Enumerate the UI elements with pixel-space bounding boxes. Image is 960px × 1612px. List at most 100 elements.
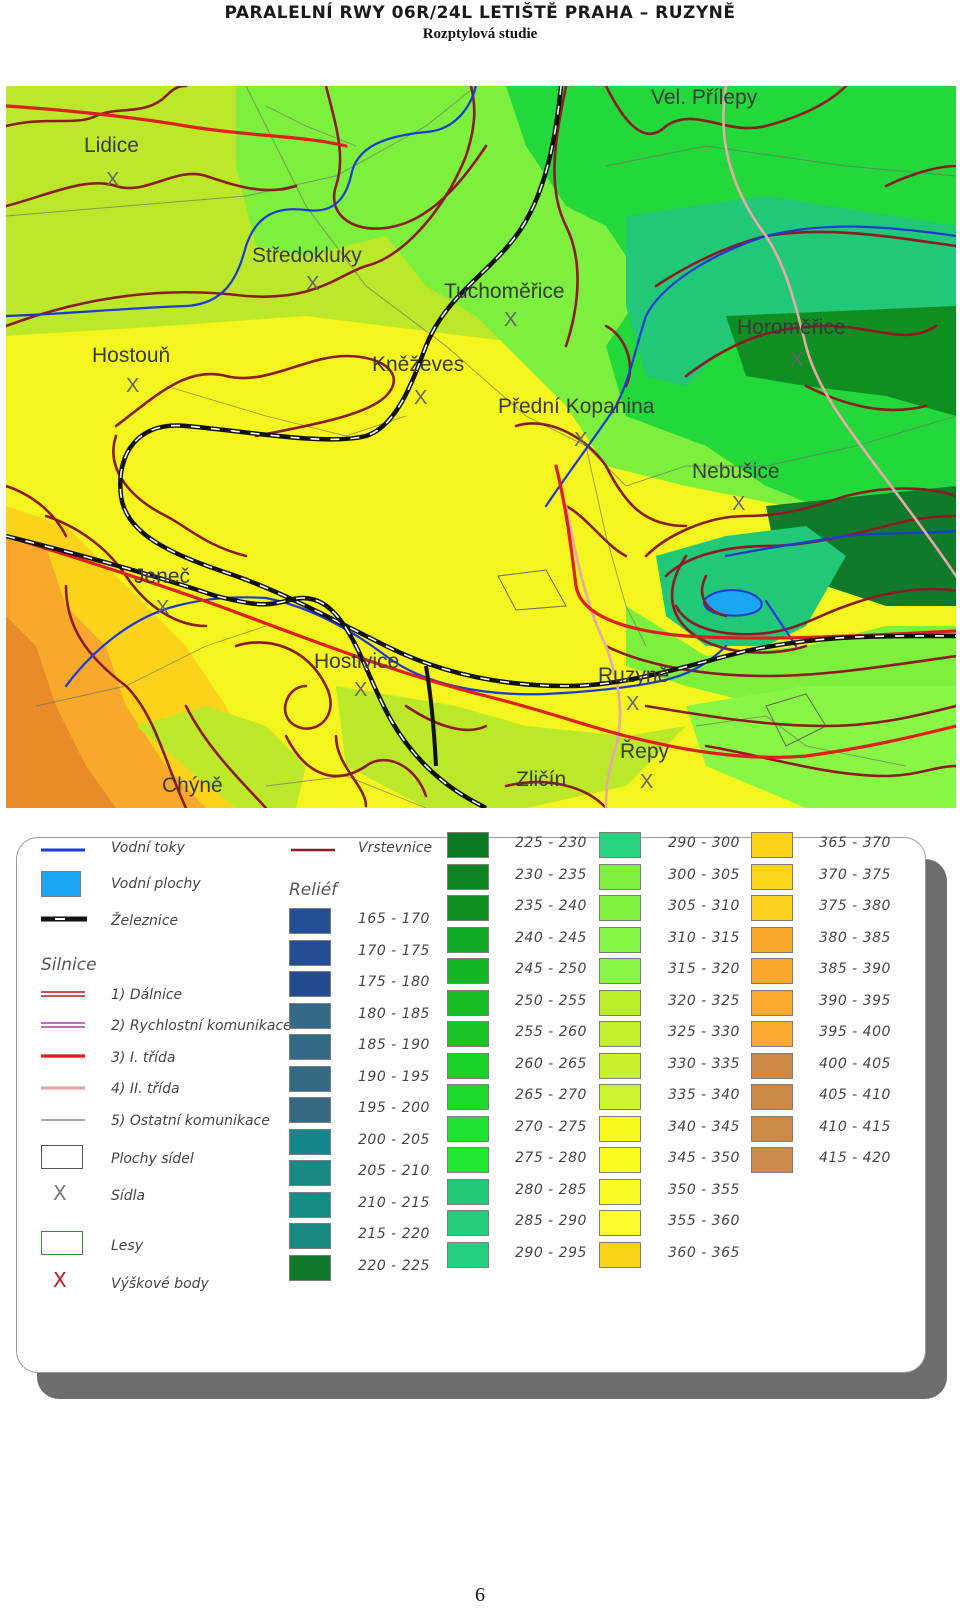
document-subtitle: Rozptylová studie [422, 26, 538, 42]
relief-range-label: 360 - 365 [668, 1245, 740, 1261]
relief-swatch [447, 1116, 489, 1142]
settlement-marker: X [156, 597, 169, 619]
relief-swatch [289, 1066, 331, 1092]
relief-range-label: 325 - 330 [668, 1024, 740, 1040]
relief-range-label: 300 - 305 [668, 867, 740, 883]
relief-swatch [599, 990, 641, 1016]
contour-lines [6, 86, 956, 808]
place-label: Přední Kopanina [498, 395, 655, 418]
relief-range-label: 170 - 175 [358, 943, 430, 959]
place-label: Hostouň [92, 344, 170, 367]
relief-range-label: 380 - 385 [819, 930, 891, 946]
highway-symbol [41, 991, 85, 997]
relief-swatch [447, 1179, 489, 1205]
relief-swatch [599, 1021, 641, 1047]
settlement-marker: X [790, 349, 803, 371]
water-pond [703, 589, 763, 617]
other-road-symbol [41, 1119, 85, 1121]
relief-swatch [289, 1003, 331, 1029]
relief-swatch [751, 990, 793, 1016]
relief-range-label: 220 - 225 [358, 1258, 430, 1274]
class-2-road-symbol [41, 1086, 85, 1090]
settlement-marker: X [504, 309, 517, 331]
relief-range-label: 290 - 295 [515, 1245, 587, 1261]
relief-range-label: 365 - 370 [819, 835, 891, 851]
relief-range-label: 225 - 230 [515, 835, 587, 851]
relief-swatch [751, 864, 793, 890]
legend-item-label: 2) Rychlostní komunikace [111, 1018, 292, 1034]
relief-range-label: 340 - 345 [668, 1119, 740, 1135]
relief-swatch [751, 1084, 793, 1110]
relief-swatch [447, 1021, 489, 1047]
relief-range-label: 265 - 270 [515, 1087, 587, 1103]
relief-map: Lidice Středokluky Vel. Přílepy Tuchoměř… [6, 86, 956, 808]
place-label: Ruzyně [598, 664, 669, 687]
relief-range-label: 410 - 415 [819, 1119, 891, 1135]
relief-range-label: 165 - 170 [358, 911, 430, 927]
relief-range-label: 415 - 420 [819, 1150, 891, 1166]
relief-range-label: 350 - 355 [668, 1182, 740, 1198]
elevation-point-symbol: X [53, 1268, 67, 1292]
place-label: Vel. Přílepy [651, 86, 758, 109]
legend-item-label: Lesy [111, 1238, 143, 1254]
legend-item-label: Plochy sídel [111, 1151, 194, 1167]
relief-swatch [599, 927, 641, 953]
relief-swatch [289, 1192, 331, 1218]
place-label: Řepy [620, 740, 670, 763]
relief-swatch [289, 1129, 331, 1155]
relief-zone-green-ravine [626, 606, 956, 706]
settlement-marker: X [732, 493, 745, 515]
relief-range-label: 210 - 215 [358, 1195, 430, 1211]
map-legend: Vodní toky Vodní plochy Železnice Silnic… [16, 832, 926, 1373]
relief-range-label: 405 - 410 [819, 1087, 891, 1103]
relief-swatch [599, 1147, 641, 1173]
water-stream-symbol [41, 848, 85, 852]
relief-range-label: 355 - 360 [668, 1213, 740, 1229]
legend-item-label: Výškové body [111, 1276, 209, 1292]
class-1-road-symbol [41, 1054, 85, 1058]
relief-swatch [599, 832, 641, 858]
legend-item-label: Vodní toky [111, 840, 185, 856]
relief-range-label: 400 - 405 [819, 1056, 891, 1072]
relief-range-label: 370 - 375 [819, 867, 891, 883]
relief-swatch [289, 971, 331, 997]
forest-symbol [41, 1231, 83, 1255]
relief-range-label: 260 - 265 [515, 1056, 587, 1072]
settlement-symbol: X [53, 1181, 67, 1205]
relief-swatch [751, 1116, 793, 1142]
relief-swatch [751, 1053, 793, 1079]
contour-symbol [291, 848, 335, 852]
settlement-marker: X [306, 273, 319, 295]
relief-swatch [289, 1034, 331, 1060]
relief-swatch [289, 908, 331, 934]
relief-swatch [751, 895, 793, 921]
settlement-marker: X [354, 679, 367, 701]
relief-swatch [447, 1242, 489, 1268]
settlement-marker: X [126, 375, 139, 397]
place-label: Horoměřice [737, 316, 846, 339]
relief-range-label: 240 - 245 [515, 930, 587, 946]
relief-range-label: 230 - 235 [515, 867, 587, 883]
relief-zone-lightgreen-se [686, 686, 956, 808]
legend-item-label: 3) I. třída [111, 1050, 176, 1066]
relief-range-label: 275 - 280 [515, 1150, 587, 1166]
relief-swatch [447, 864, 489, 890]
relief-range-label: 250 - 255 [515, 993, 587, 1009]
relief-range-label: 330 - 335 [668, 1056, 740, 1072]
document-title: PARALELNÍ RWY 06R/24L LETIŠTĚ PRAHA – RU… [224, 3, 736, 23]
place-label: Kněževes [372, 353, 464, 376]
relief-swatch [599, 1053, 641, 1079]
relief-swatch [289, 1160, 331, 1186]
place-label: Lidice [84, 134, 139, 157]
relief-swatch [447, 832, 489, 858]
relief-swatch [751, 832, 793, 858]
settlement-marker: X [640, 771, 653, 793]
relief-swatch [447, 1147, 489, 1173]
relief-zone-darkorange-sw [6, 616, 116, 808]
relief-range-label: 375 - 380 [819, 898, 891, 914]
relief-swatch [599, 958, 641, 984]
relief-range-label: 215 - 220 [358, 1226, 430, 1242]
relief-swatch [447, 1210, 489, 1236]
relief-range-label: 285 - 290 [515, 1213, 587, 1229]
relief-heading: Reliéf [289, 880, 338, 900]
